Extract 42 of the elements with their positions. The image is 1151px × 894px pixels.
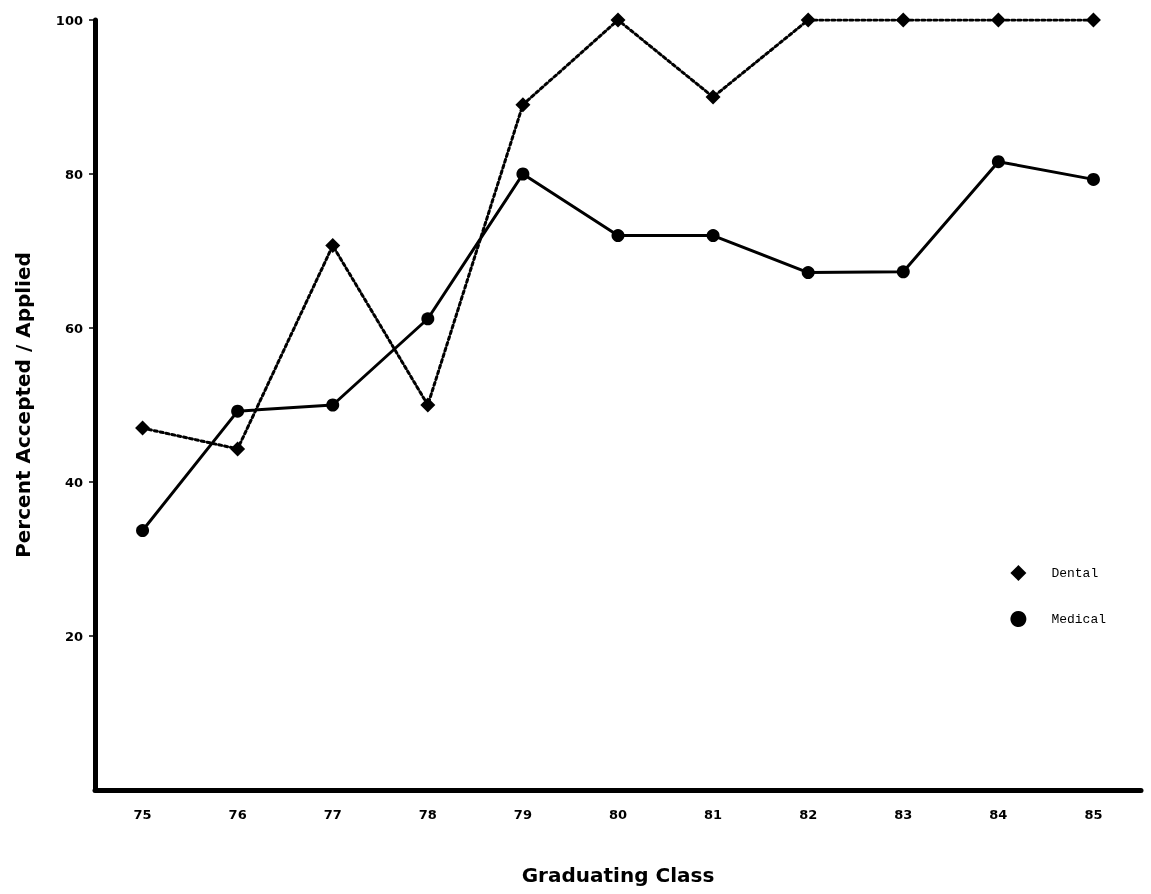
point [706,229,720,243]
point [325,238,341,254]
x-tick-label: 76 [228,807,247,822]
point [516,167,530,181]
point [800,12,816,28]
x-tick-label: 78 [418,807,437,822]
point [895,12,911,28]
x-tick-label: 81 [704,807,723,822]
point [515,97,531,113]
legend-label: Medical [1051,611,1107,627]
point [990,12,1006,28]
point [136,524,150,538]
y-tick-label: 100 [55,12,83,28]
point [1085,12,1101,28]
y-tick-label: 20 [64,628,83,644]
point [801,266,815,280]
point [420,397,436,413]
point [896,265,910,279]
x-tick-label: 75 [133,807,152,822]
point [610,12,626,28]
y-tick-label: 80 [64,166,83,182]
point [611,229,625,243]
point [421,312,435,326]
point [705,89,721,105]
x-tick-label: 77 [323,807,342,822]
y-tick-label: 60 [64,320,83,336]
point [231,404,245,418]
y-axis-title: Percent Accepted / Applied [11,252,35,558]
point [135,420,151,436]
x-tick-label: 85 [1084,807,1103,822]
point [326,398,340,412]
x-tick-label: 84 [989,807,1008,822]
point [1086,172,1100,186]
legend-label: Dental [1051,565,1099,581]
x-tick-label: 83 [894,807,913,822]
y-tick-label: 40 [64,474,83,490]
x-axis-title: Graduating Class [521,863,715,887]
point [991,155,1005,169]
x-tick-label: 79 [513,807,532,822]
x-tick-label: 80 [608,807,628,822]
point [230,441,246,457]
x-tick-label: 82 [799,807,818,822]
